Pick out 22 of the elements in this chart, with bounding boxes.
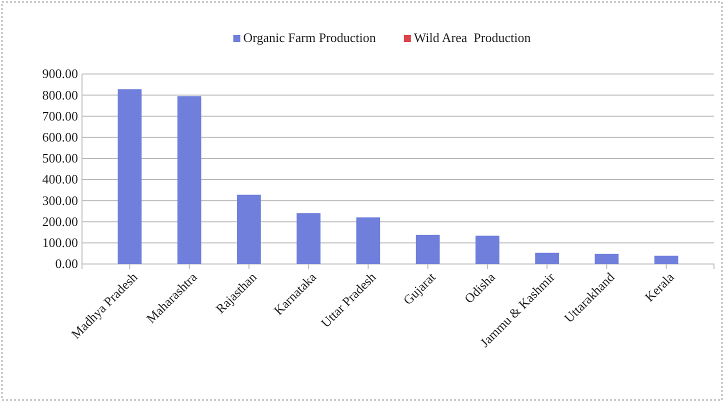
y-tick-label: 100.00 (42, 235, 78, 250)
bar (416, 234, 440, 264)
bar (356, 217, 380, 264)
bar (654, 256, 678, 264)
bar (535, 252, 559, 264)
bar (476, 236, 500, 264)
y-tick-label: 600.00 (42, 129, 78, 144)
y-tick-label: 900.00 (42, 66, 78, 82)
y-tick-label: 200.00 (42, 214, 78, 229)
y-tick-label: 500.00 (42, 150, 78, 166)
bar (296, 213, 320, 264)
legend-label: Wild Area Production (414, 30, 532, 45)
bar (594, 254, 619, 264)
bar (118, 89, 142, 264)
y-tick-label: 700.00 (42, 108, 78, 124)
y-tick-label: 800.00 (42, 87, 78, 102)
bar (177, 96, 202, 264)
y-tick-label: 300.00 (42, 192, 78, 208)
bar (237, 194, 261, 264)
y-tick-label: 400.00 (42, 172, 78, 187)
legend-label: Organic Farm Production (243, 30, 376, 45)
y-tick-label: 0.00 (55, 256, 78, 272)
